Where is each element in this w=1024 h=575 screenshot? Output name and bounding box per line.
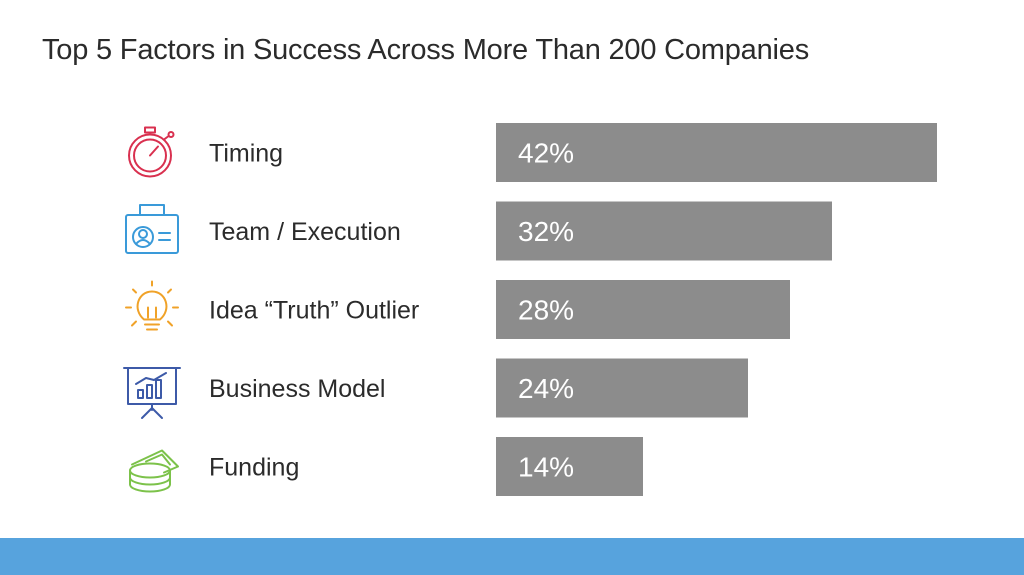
category-label: Idea “Truth” Outlier — [209, 297, 419, 325]
bar — [496, 201, 832, 261]
bar — [496, 280, 790, 339]
footer-bar — [0, 538, 1024, 575]
value-label: 24% — [518, 373, 574, 404]
bar — [496, 123, 937, 182]
category-label: Team / Execution — [209, 218, 401, 246]
stopwatch-icon — [128, 126, 175, 178]
category-label: Timing — [209, 140, 283, 168]
lightbulb-icon — [125, 280, 179, 331]
value-label: 14% — [518, 452, 574, 483]
category-label: Funding — [209, 454, 299, 482]
value-label: 42% — [518, 138, 574, 169]
money-stack-icon — [129, 449, 179, 493]
presentation-board-icon — [123, 367, 181, 419]
category-label: Business Model — [209, 375, 385, 403]
value-label: 28% — [518, 295, 574, 326]
bar — [496, 437, 643, 496]
bar — [496, 358, 748, 418]
id-badge-icon — [125, 204, 179, 254]
page-title: Top 5 Factors in Success Across More Tha… — [42, 34, 810, 66]
value-label: 32% — [518, 216, 574, 247]
